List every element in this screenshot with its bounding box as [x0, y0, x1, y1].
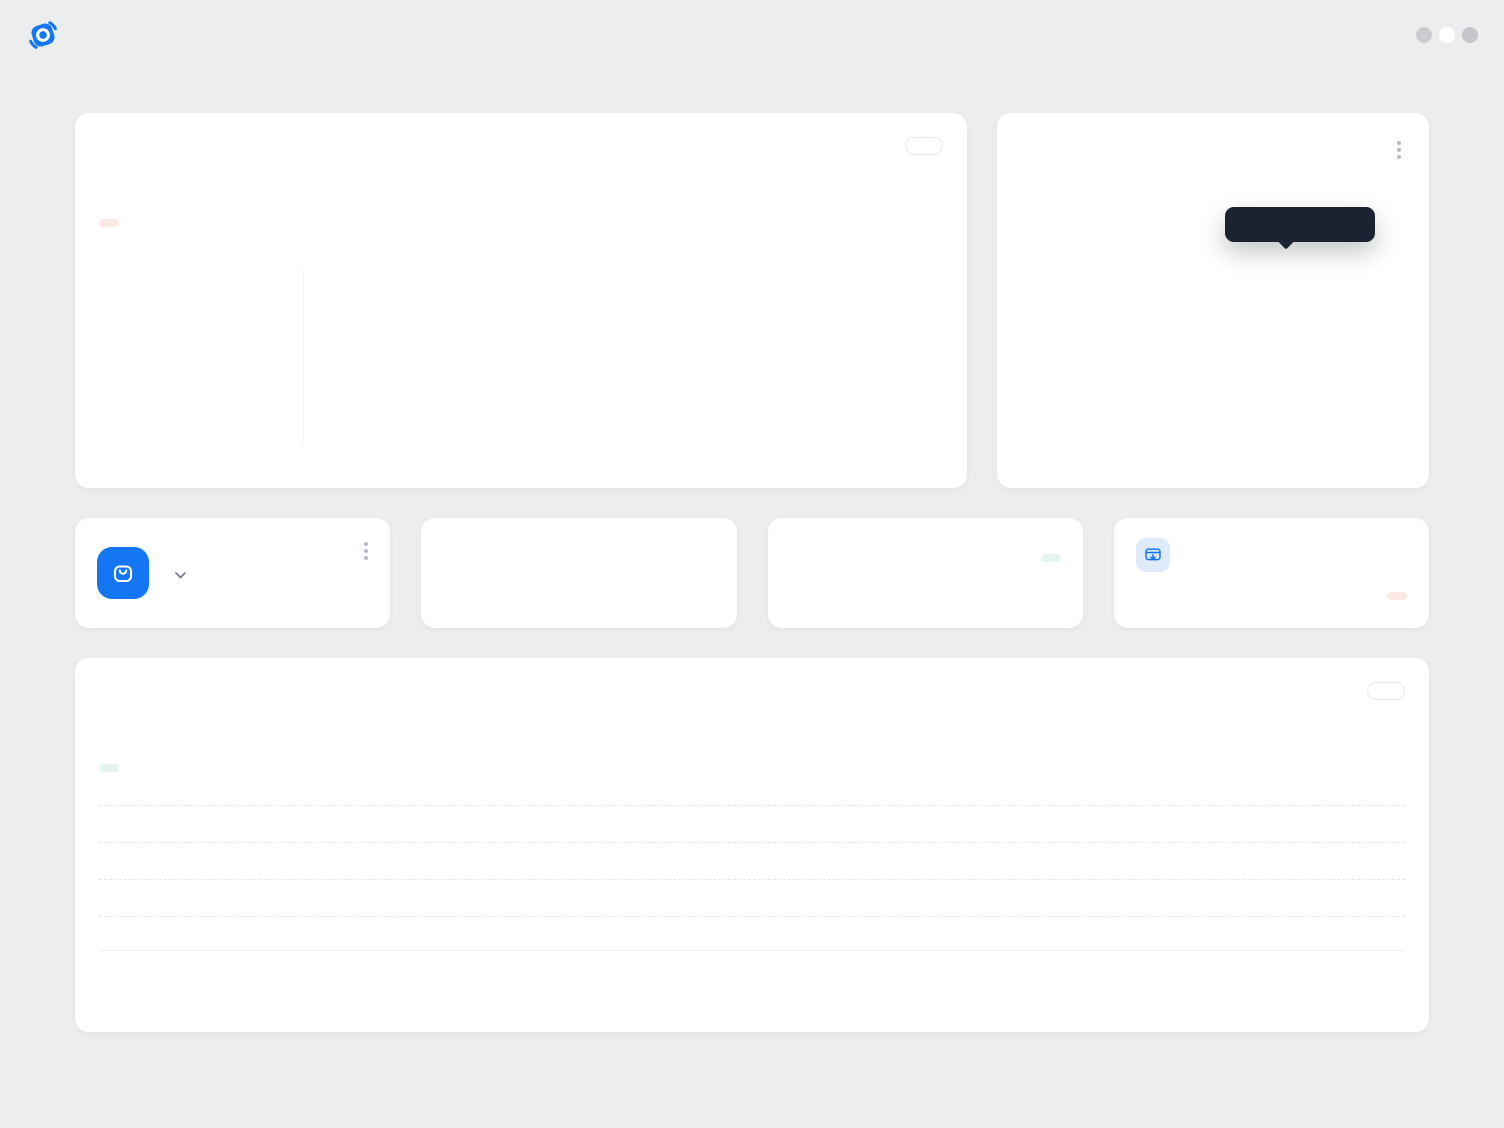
legend-dot-icon — [1324, 687, 1332, 695]
legend-dot-icon — [1277, 451, 1285, 459]
sales-date-range-select[interactable] — [169, 571, 186, 579]
app-header — [0, 0, 1504, 70]
line-chart-view-detail-button[interactable] — [905, 137, 943, 155]
income-value — [1170, 580, 1171, 611]
bar-chart-view-detail-button[interactable] — [1367, 682, 1405, 700]
line-chart-plot[interactable] — [340, 270, 943, 443]
app-logo-icon — [29, 21, 57, 49]
kebab-menu-icon[interactable] — [1393, 137, 1405, 163]
legend-item — [1324, 687, 1339, 695]
bar-chart-card — [75, 658, 1429, 1032]
divider — [303, 270, 304, 443]
shopping-bag-icon — [113, 565, 133, 583]
goals-stat-card — [767, 518, 1083, 628]
line-chart-change-badge — [99, 219, 119, 227]
goal-progress-ring — [790, 543, 850, 603]
last-week-dot-icon — [99, 347, 108, 356]
goal-percent — [790, 543, 850, 603]
this-week-value — [99, 291, 303, 315]
window-dot-icon[interactable] — [1439, 27, 1455, 43]
this-week-block — [99, 274, 303, 315]
legend-dot-icon — [1285, 687, 1293, 695]
income-change-badge — [1387, 591, 1407, 600]
goals-change-badge — [1040, 554, 1061, 562]
legend-dot-icon — [1149, 451, 1157, 459]
bar-chart-plot[interactable] — [99, 801, 1405, 951]
bar-chart-legend — [1285, 687, 1339, 695]
income-icon-tile — [1135, 538, 1170, 572]
legend-item — [1149, 451, 1277, 466]
this-week-dot-icon — [99, 274, 108, 283]
line-chart-total — [99, 167, 943, 205]
window-dot-icon[interactable] — [1416, 27, 1432, 43]
donut-legend — [1021, 451, 1405, 466]
window-dot-icon[interactable] — [1462, 27, 1478, 43]
income-stat-card — [1113, 518, 1429, 628]
legend-item — [1021, 451, 1149, 466]
chevron-down-icon — [175, 571, 186, 579]
kebab-menu-icon[interactable] — [360, 538, 372, 564]
bar-chart-change-badge — [99, 764, 119, 772]
wallet-card-icon — [1144, 548, 1161, 561]
last-week-block — [99, 347, 303, 388]
legend-dot-icon — [1021, 451, 1029, 459]
legend-item — [1277, 451, 1405, 466]
last-week-value — [99, 364, 303, 388]
donut-tooltip — [1225, 207, 1375, 242]
shopping-bag-icon-tile — [97, 547, 149, 599]
legend-item — [1285, 687, 1300, 695]
line-chart-card — [75, 113, 967, 488]
views-stat-card — [421, 518, 737, 628]
week-stats — [99, 270, 303, 443]
window-controls — [1416, 27, 1478, 43]
line-chart-svg[interactable] — [340, 270, 943, 432]
circle-chart-card — [997, 113, 1429, 488]
bar-chart-total — [99, 712, 1405, 750]
sales-stat-card — [75, 518, 391, 628]
